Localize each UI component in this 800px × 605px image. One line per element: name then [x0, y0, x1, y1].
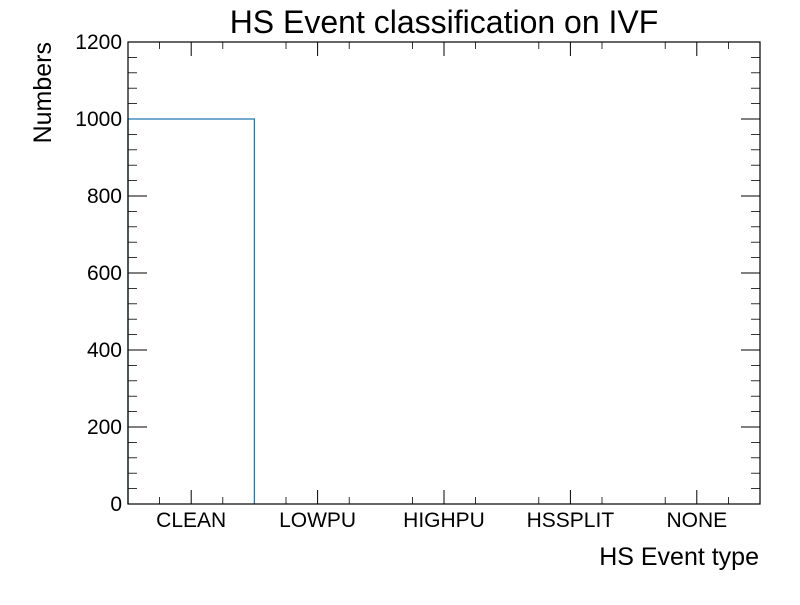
chart-title: HS Event classification on IVF — [230, 4, 659, 40]
y-tick-label: 1000 — [75, 108, 122, 131]
x-tick-label: LOWPU — [279, 509, 356, 532]
x-tick-label: HSSPLIT — [527, 509, 615, 532]
y-tick-label: 400 — [87, 339, 122, 362]
y-axis-label: Numbers — [29, 42, 57, 143]
bars-layer — [127, 118, 256, 504]
x-tick-label: NONE — [666, 509, 727, 532]
labels-layer: 0 200 400 600 800 1000 1200 CLEAN LOWPU HIGHPU HSS… — [75, 31, 727, 532]
y-tick-label: 200 — [87, 416, 122, 439]
plot-frame — [127, 41, 761, 505]
y-tick-label: 600 — [87, 262, 122, 285]
histogram-bar — [127, 118, 256, 504]
x-tick-label: HIGHPU — [403, 509, 485, 532]
y-tick-label: 0 — [110, 493, 122, 516]
x-axis-label: HS Event type — [599, 543, 759, 571]
ticks-layer — [128, 41, 760, 505]
y-tick-label: 800 — [87, 185, 122, 208]
x-tick-label: CLEAN — [156, 509, 226, 532]
y-tick-label: 1200 — [75, 31, 122, 54]
